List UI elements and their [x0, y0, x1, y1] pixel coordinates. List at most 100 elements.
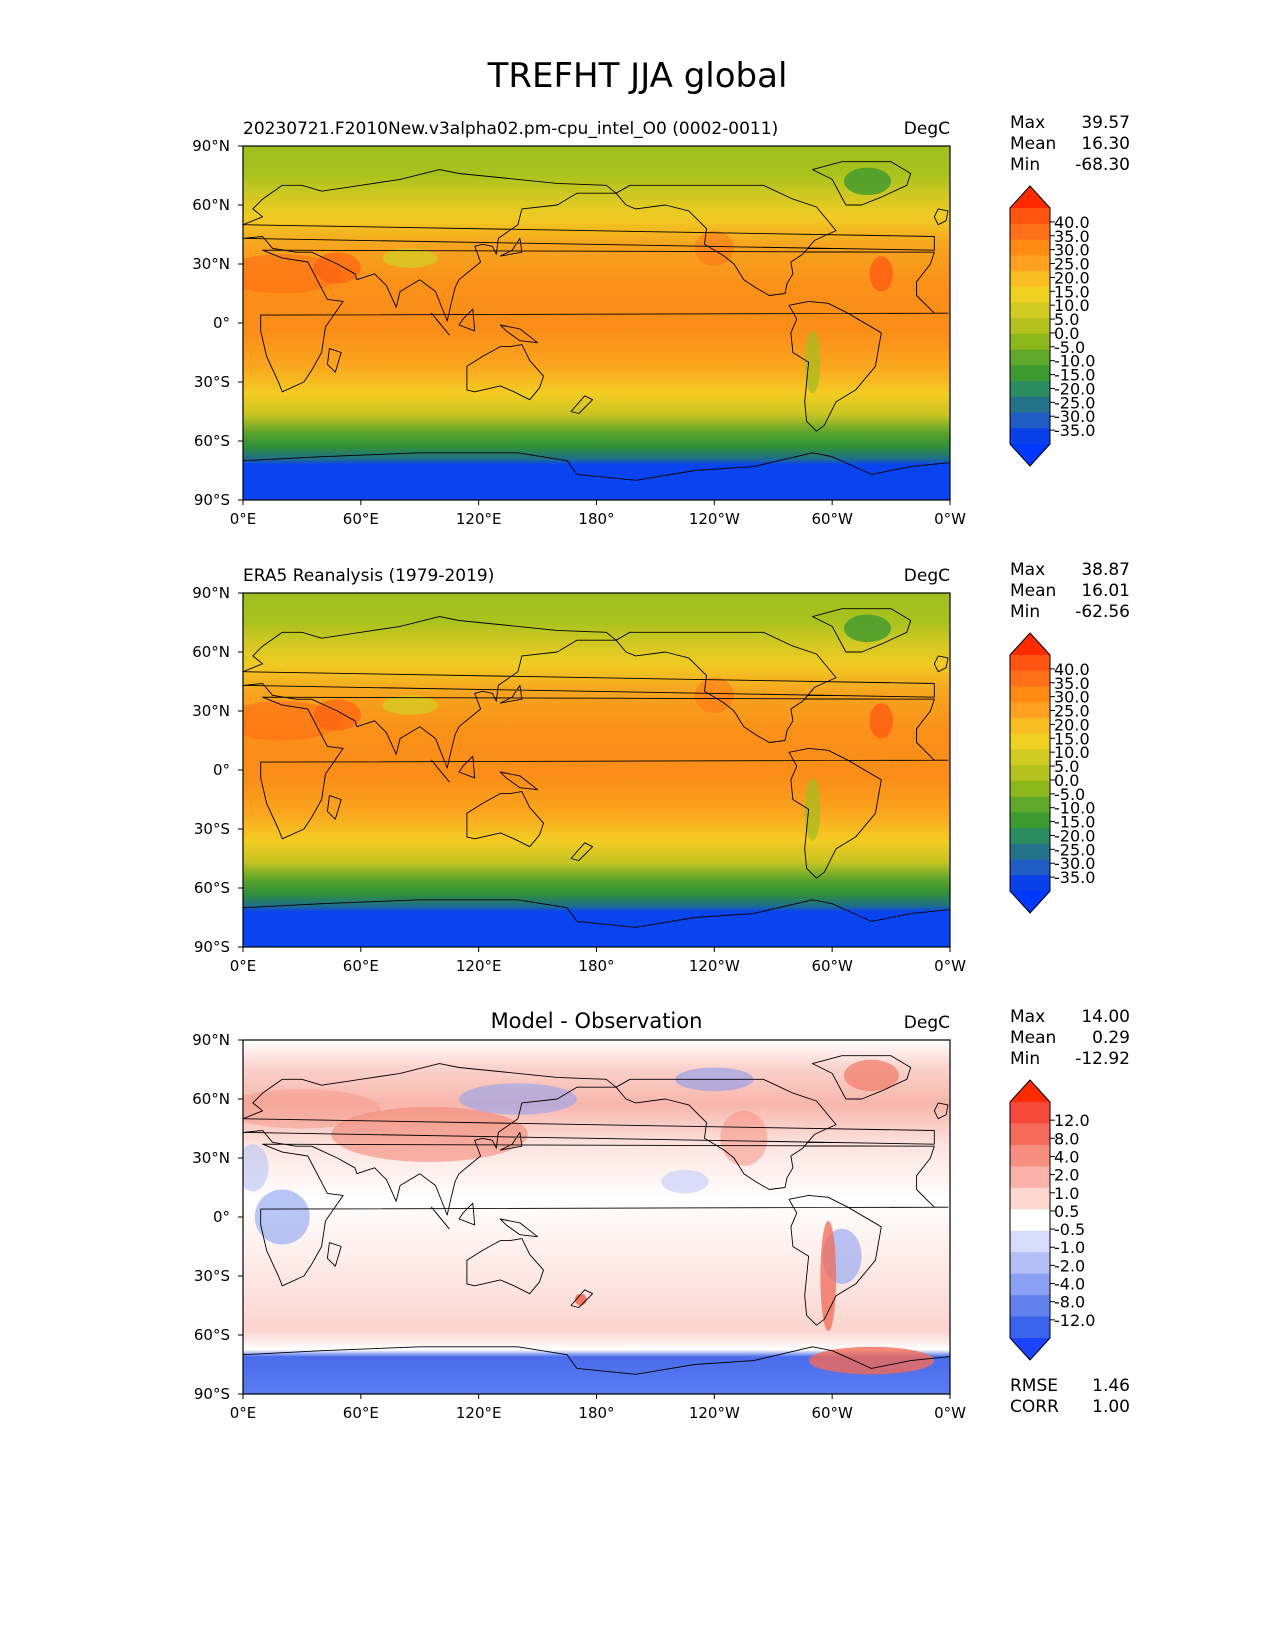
panel-units: DegC [904, 119, 950, 139]
panel-1: 20230721.F2010New.v3alpha02.pm-cpu_intel… [192, 113, 1130, 528]
panel-title: 20230721.F2010New.v3alpha02.pm-cpu_intel… [243, 119, 778, 139]
panel-title: Model - Observation [491, 1009, 703, 1033]
stat-label: Max [1010, 1007, 1045, 1027]
x-tick-label: 60°E [343, 957, 379, 975]
field-patch [243, 1144, 269, 1192]
colorbar-segment [1010, 223, 1050, 240]
figure-title: TREFHT JJA global [487, 56, 788, 96]
colorbar-tick-label: 15.0 [1054, 282, 1090, 301]
colorbar-extend-max [1010, 186, 1050, 208]
colorbar-segment [1010, 255, 1050, 272]
field-patch [459, 1083, 577, 1115]
panel-2: ERA5 Reanalysis (1979-2019) DegC 0°E 60°E 12… [192, 560, 1130, 975]
colorbar-segment [1010, 828, 1050, 845]
y-tick-label: 30°S [194, 820, 230, 838]
field-patch [804, 777, 821, 841]
colorbar-segment [1010, 1144, 1050, 1167]
stat-value: 0.29 [1092, 1028, 1130, 1048]
colorbar-tick-label: 35.0 [1054, 674, 1090, 693]
map-field [243, 1040, 950, 1394]
colorbar-tick-label: -8.0 [1054, 1293, 1085, 1312]
colorbar-segment [1010, 396, 1050, 414]
colorbar-segment [1010, 1187, 1050, 1210]
colorbar-segment [1010, 302, 1050, 319]
stat-label: Max [1010, 560, 1045, 580]
stat-value: 14.00 [1081, 1007, 1130, 1027]
coastlines [243, 1055, 950, 1394]
y-tick-label: 60°N [192, 196, 230, 214]
x-tick-label: 60°W [811, 510, 853, 528]
colorbar-extend-max [1010, 633, 1050, 655]
colorbar-segment [1010, 765, 1050, 782]
stat-value: 39.57 [1081, 113, 1130, 133]
colorbar-tick-label: -30.0 [1054, 407, 1095, 426]
colorbar-segment [1010, 239, 1050, 256]
stat-label: Min [1010, 155, 1040, 175]
stat-value: -12.92 [1075, 1049, 1130, 1069]
stat-label: Min [1010, 602, 1040, 622]
map-field [243, 593, 950, 947]
y-tick-label: 60°S [194, 432, 230, 450]
field-patch [720, 1110, 768, 1166]
colorbar-tick-label: -20.0 [1054, 826, 1095, 845]
colorbar-segment [1010, 702, 1050, 719]
colorbar-tick-label: -15.0 [1054, 813, 1095, 832]
colorbar-tick-label: 15.0 [1054, 729, 1090, 748]
x-tick-label: 60°E [343, 510, 379, 528]
field-patch [243, 1089, 381, 1129]
colorbar-segment [1010, 333, 1050, 351]
y-tick-label: 30°S [194, 1267, 230, 1285]
field-patch [694, 677, 734, 713]
colorbar-segment [1010, 1166, 1050, 1189]
colorbar-tick-label: -4.0 [1054, 1275, 1085, 1294]
y-tick-label: 0° [213, 314, 230, 332]
colorbar-segment [1010, 1102, 1050, 1124]
field-patch [313, 699, 361, 731]
y-tick-label: 90°N [192, 1031, 230, 1049]
colorbar-tick-label: 30.0 [1054, 241, 1090, 260]
y-tick-label: 60°N [192, 1090, 230, 1108]
colorbar-segment [1010, 1252, 1050, 1275]
colorbar-tick-label: 8.0 [1054, 1129, 1079, 1148]
colorbar-segment [1010, 686, 1050, 703]
colorbar-tick-label: 35.0 [1054, 227, 1090, 246]
stat-value: -68.30 [1075, 155, 1130, 175]
x-tick-label: 0°E [230, 510, 257, 528]
colorbar-tick-label: 0.0 [1054, 771, 1079, 790]
colorbar-segment [1010, 428, 1050, 445]
x-tick-label: 120°W [689, 957, 740, 975]
x-tick-label: 0°W [934, 957, 966, 975]
colorbar-segment [1010, 286, 1050, 303]
field-patch [804, 330, 821, 394]
field-patch [254, 1189, 310, 1245]
colorbar-segment [1010, 318, 1050, 335]
x-tick-label: 0°E [230, 957, 257, 975]
x-tick-label: 60°W [811, 1404, 853, 1422]
map-background [243, 1040, 950, 1394]
colorbar-tick-label: 10.0 [1054, 296, 1090, 315]
y-tick-label: 30°N [192, 1149, 230, 1167]
y-tick-label: 30°S [194, 373, 230, 391]
colorbar-tick-label: 30.0 [1054, 688, 1090, 707]
colorbar-tick-label: 25.0 [1054, 255, 1090, 274]
colorbar-tick-label: -35.0 [1054, 421, 1095, 440]
field-patch [694, 230, 734, 266]
colorbar-tick-label: -25.0 [1054, 840, 1095, 859]
y-tick-label: 60°S [194, 879, 230, 897]
y-tick-label: 60°N [192, 643, 230, 661]
colorbar-segment [1010, 796, 1050, 813]
map-background [243, 146, 950, 500]
colorbar-tick-label: 0.0 [1054, 324, 1079, 343]
colorbar-tick-label: 1.0 [1054, 1184, 1079, 1203]
field-patch [382, 248, 438, 268]
colorbar-extend-min [1010, 444, 1050, 466]
field-patch [869, 256, 894, 292]
x-tick-label: 120°E [456, 510, 502, 528]
stat-label: Mean [1010, 581, 1056, 601]
stat-value: 16.01 [1081, 581, 1130, 601]
colorbar-tick-label: 0.5 [1054, 1202, 1079, 1221]
colorbar-tick-label: -30.0 [1054, 854, 1095, 873]
field-patch [869, 703, 894, 739]
x-tick-label: 120°W [689, 510, 740, 528]
